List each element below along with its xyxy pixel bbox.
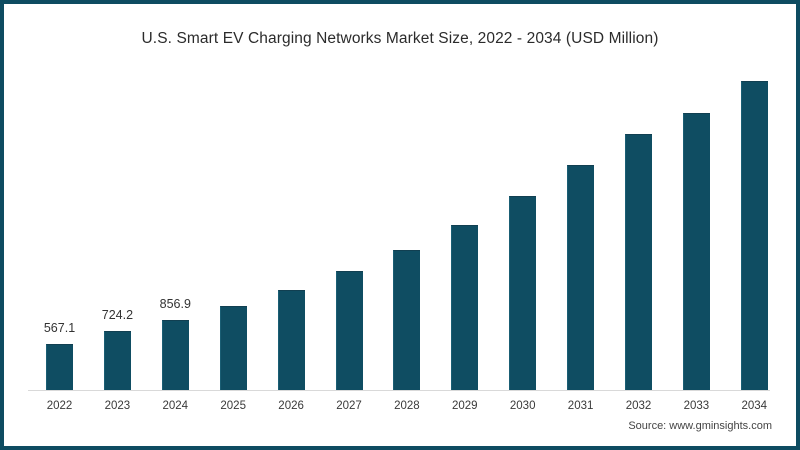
x-axis-tick-2022: 2022 [46,400,73,412]
x-axis-tick-2027: 2027 [336,400,362,412]
bar-2023 [103,330,131,391]
x-axis-tick-2025: 2025 [220,400,246,412]
bar-2027 [335,271,363,390]
bar-2032 [625,133,652,391]
source-attribution: Source: www.gminsights.com [628,420,772,432]
x-axis-tick-2028: 2028 [394,400,420,412]
bar-value-label-2022: 567.1 [43,320,76,335]
bar-2022 [46,343,73,391]
bar-2030 [509,195,537,391]
x-axis-line [28,390,770,391]
x-axis-tick-2026: 2026 [278,400,304,412]
x-axis-tick-2034: 2034 [741,400,768,412]
x-axis-tick-2030: 2030 [509,400,536,412]
bar-2033 [682,113,710,390]
x-axis-tick-2031: 2031 [567,400,594,412]
bar-2024 [161,320,189,390]
chart-title: U.S. Smart EV Charging Networks Market S… [141,30,659,47]
x-axis-tick-2033: 2033 [683,400,710,412]
bar-2028 [393,249,421,391]
x-axis-tick-2032: 2032 [625,400,652,412]
bar-2026 [277,289,305,391]
bar-value-label-2024: 856.9 [159,297,191,312]
bar-2025 [219,305,247,391]
x-axis-tick-2023: 2023 [104,400,131,412]
bar-2029 [451,225,479,390]
bar-value-label-2023: 724.2 [101,307,134,322]
x-axis-tick-2029: 2029 [452,400,478,412]
x-axis-tick-2024: 2024 [162,400,189,412]
bar-2034 [740,80,768,391]
bar-2031 [567,164,595,391]
